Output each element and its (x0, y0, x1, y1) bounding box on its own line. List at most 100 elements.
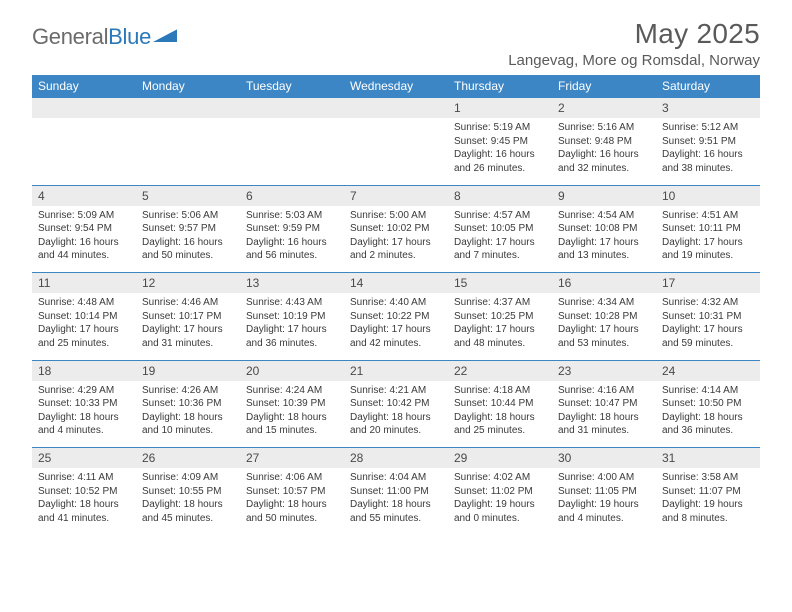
sunset-text: Sunset: 9:57 PM (142, 222, 234, 236)
day-number-row: 123 (32, 98, 760, 119)
day-number-cell: 30 (552, 448, 656, 469)
sunset-text: Sunset: 9:59 PM (246, 222, 338, 236)
day-header-row: Sunday Monday Tuesday Wednesday Thursday… (32, 75, 760, 98)
daylight-text: Daylight: 19 hours and 0 minutes. (454, 498, 546, 525)
daylight-text: Daylight: 18 hours and 50 minutes. (246, 498, 338, 525)
day-detail-row: Sunrise: 5:19 AMSunset: 9:45 PMDaylight:… (32, 118, 760, 181)
daylight-text: Daylight: 16 hours and 50 minutes. (142, 236, 234, 263)
day-header: Tuesday (240, 75, 344, 98)
sunrise-text: Sunrise: 4:21 AM (350, 384, 442, 398)
day-number-cell: 16 (552, 273, 656, 294)
sunrise-text: Sunrise: 4:40 AM (350, 296, 442, 310)
day-detail-cell (32, 118, 136, 181)
daylight-text: Daylight: 18 hours and 25 minutes. (454, 411, 546, 438)
sunrise-text: Sunrise: 5:00 AM (350, 209, 442, 223)
logo: GeneralBlue (32, 24, 177, 50)
sunset-text: Sunset: 9:51 PM (662, 135, 754, 149)
daylight-text: Daylight: 17 hours and 2 minutes. (350, 236, 442, 263)
daylight-text: Daylight: 19 hours and 4 minutes. (558, 498, 650, 525)
day-number-cell: 18 (32, 360, 136, 381)
sunrise-text: Sunrise: 4:02 AM (454, 471, 546, 485)
day-number-cell: 26 (136, 448, 240, 469)
day-number-cell: 7 (344, 185, 448, 206)
day-detail-cell: Sunrise: 4:34 AMSunset: 10:28 PMDaylight… (552, 293, 656, 356)
sunrise-text: Sunrise: 5:03 AM (246, 209, 338, 223)
day-detail-cell: Sunrise: 5:16 AMSunset: 9:48 PMDaylight:… (552, 118, 656, 181)
sunset-text: Sunset: 10:52 PM (38, 485, 130, 499)
sunrise-text: Sunrise: 4:54 AM (558, 209, 650, 223)
sunrise-text: Sunrise: 4:16 AM (558, 384, 650, 398)
day-detail-cell: Sunrise: 3:58 AMSunset: 11:07 PMDaylight… (656, 468, 760, 531)
day-header: Monday (136, 75, 240, 98)
day-detail-cell: Sunrise: 4:02 AMSunset: 11:02 PMDaylight… (448, 468, 552, 531)
day-number-cell: 29 (448, 448, 552, 469)
daylight-text: Daylight: 16 hours and 56 minutes. (246, 236, 338, 263)
sunset-text: Sunset: 10:42 PM (350, 397, 442, 411)
sunset-text: Sunset: 10:05 PM (454, 222, 546, 236)
sunset-text: Sunset: 10:55 PM (142, 485, 234, 499)
day-number-cell: 5 (136, 185, 240, 206)
day-detail-row: Sunrise: 4:29 AMSunset: 10:33 PMDaylight… (32, 381, 760, 444)
day-number-row: 25262728293031 (32, 448, 760, 469)
daylight-text: Daylight: 18 hours and 45 minutes. (142, 498, 234, 525)
day-detail-cell: Sunrise: 4:32 AMSunset: 10:31 PMDaylight… (656, 293, 760, 356)
day-header: Sunday (32, 75, 136, 98)
sunrise-text: Sunrise: 3:58 AM (662, 471, 754, 485)
day-number-cell: 4 (32, 185, 136, 206)
daylight-text: Daylight: 18 hours and 4 minutes. (38, 411, 130, 438)
logo-text-2: Blue (108, 24, 151, 50)
day-detail-cell: Sunrise: 5:12 AMSunset: 9:51 PMDaylight:… (656, 118, 760, 181)
day-number-cell: 28 (344, 448, 448, 469)
sunset-text: Sunset: 11:02 PM (454, 485, 546, 499)
day-number-cell: 9 (552, 185, 656, 206)
daylight-text: Daylight: 17 hours and 42 minutes. (350, 323, 442, 350)
day-number-cell: 15 (448, 273, 552, 294)
sunrise-text: Sunrise: 4:37 AM (454, 296, 546, 310)
day-number-cell: 12 (136, 273, 240, 294)
day-detail-cell: Sunrise: 4:24 AMSunset: 10:39 PMDaylight… (240, 381, 344, 444)
day-detail-cell: Sunrise: 4:16 AMSunset: 10:47 PMDaylight… (552, 381, 656, 444)
day-detail-cell: Sunrise: 4:04 AMSunset: 11:00 PMDaylight… (344, 468, 448, 531)
sunset-text: Sunset: 11:05 PM (558, 485, 650, 499)
day-number-cell: 8 (448, 185, 552, 206)
day-number-cell: 14 (344, 273, 448, 294)
sunrise-text: Sunrise: 4:04 AM (350, 471, 442, 485)
daylight-text: Daylight: 17 hours and 19 minutes. (662, 236, 754, 263)
day-number-row: 45678910 (32, 185, 760, 206)
sunset-text: Sunset: 10:33 PM (38, 397, 130, 411)
calendar-body: 123Sunrise: 5:19 AMSunset: 9:45 PMDaylig… (32, 98, 760, 532)
day-number-cell: 11 (32, 273, 136, 294)
sunrise-text: Sunrise: 5:06 AM (142, 209, 234, 223)
daylight-text: Daylight: 17 hours and 7 minutes. (454, 236, 546, 263)
sunrise-text: Sunrise: 4:06 AM (246, 471, 338, 485)
day-detail-cell: Sunrise: 4:40 AMSunset: 10:22 PMDaylight… (344, 293, 448, 356)
daylight-text: Daylight: 17 hours and 13 minutes. (558, 236, 650, 263)
sunrise-text: Sunrise: 4:00 AM (558, 471, 650, 485)
day-number-cell: 31 (656, 448, 760, 469)
sunset-text: Sunset: 9:48 PM (558, 135, 650, 149)
day-header: Friday (552, 75, 656, 98)
daylight-text: Daylight: 18 hours and 20 minutes. (350, 411, 442, 438)
logo-triangle-icon (153, 24, 177, 42)
sunset-text: Sunset: 10:57 PM (246, 485, 338, 499)
day-detail-cell (240, 118, 344, 181)
sunset-text: Sunset: 10:47 PM (558, 397, 650, 411)
day-number-cell (32, 98, 136, 119)
sunset-text: Sunset: 10:25 PM (454, 310, 546, 324)
day-detail-cell: Sunrise: 5:00 AMSunset: 10:02 PMDaylight… (344, 206, 448, 269)
day-detail-cell: Sunrise: 4:37 AMSunset: 10:25 PMDaylight… (448, 293, 552, 356)
sunrise-text: Sunrise: 4:09 AM (142, 471, 234, 485)
logo-text-1: General (32, 24, 108, 50)
day-detail-cell: Sunrise: 4:48 AMSunset: 10:14 PMDaylight… (32, 293, 136, 356)
sunrise-text: Sunrise: 4:48 AM (38, 296, 130, 310)
day-number-cell: 17 (656, 273, 760, 294)
daylight-text: Daylight: 16 hours and 44 minutes. (38, 236, 130, 263)
day-detail-cell (136, 118, 240, 181)
sunset-text: Sunset: 9:54 PM (38, 222, 130, 236)
sunrise-text: Sunrise: 4:14 AM (662, 384, 754, 398)
sunrise-text: Sunrise: 4:29 AM (38, 384, 130, 398)
day-number-cell: 2 (552, 98, 656, 119)
day-number-cell: 10 (656, 185, 760, 206)
title-block: May 2025 Langevag, More og Romsdal, Norw… (508, 18, 760, 69)
daylight-text: Daylight: 17 hours and 53 minutes. (558, 323, 650, 350)
